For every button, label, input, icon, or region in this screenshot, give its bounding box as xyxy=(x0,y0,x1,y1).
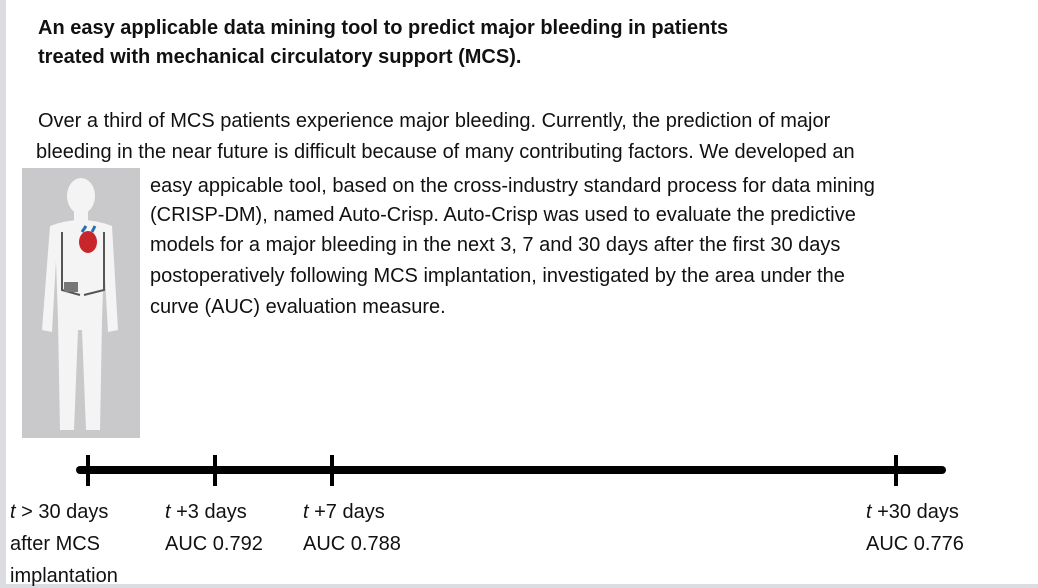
time-offset: +3 days xyxy=(171,501,247,523)
body-line: bleeding in the near future is difficult… xyxy=(36,140,855,164)
timepoint-label: t +30 days xyxy=(866,500,959,524)
page: An easy applicable data mining tool to p… xyxy=(0,0,1038,584)
timepoint-label: t > 30 days xyxy=(10,500,108,524)
heart xyxy=(79,231,97,253)
timepoint-detail: after MCS xyxy=(10,532,100,556)
body-line: (CRISP-DM), named Auto-Crisp. Auto-Crisp… xyxy=(150,203,856,227)
time-offset: +30 days xyxy=(872,501,959,523)
time-offset: +7 days xyxy=(309,501,385,523)
figure xyxy=(0,0,1038,584)
timepoint-label: t +3 days xyxy=(165,500,247,524)
body-line: Over a third of MCS patients experience … xyxy=(38,109,830,133)
timepoint-detail: AUC 0.776 xyxy=(866,532,964,556)
controller xyxy=(64,282,78,292)
body-line: postoperatively following MCS implantati… xyxy=(150,264,845,288)
body-line: models for a major bleeding in the next … xyxy=(150,233,840,257)
timepoint-detail: implantation xyxy=(10,564,118,588)
timepoint-detail: AUC 0.792 xyxy=(165,532,263,556)
body-line: curve (AUC) evaluation measure. xyxy=(150,295,446,319)
title-line: An easy applicable data mining tool to p… xyxy=(38,16,728,40)
timepoint-detail: AUC 0.788 xyxy=(303,532,401,556)
title-line: treated with mechanical circulatory supp… xyxy=(38,45,521,69)
time-offset: > 30 days xyxy=(16,501,109,523)
body-line: easy appicable tool, based on the cross-… xyxy=(150,174,875,198)
timepoint-label: t +7 days xyxy=(303,500,385,524)
